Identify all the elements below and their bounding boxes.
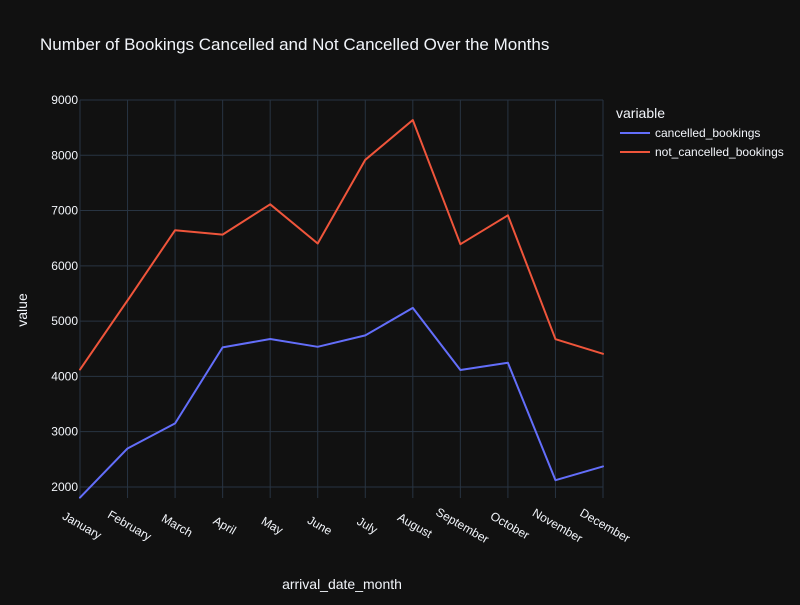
data-point bbox=[507, 214, 509, 216]
data-point bbox=[412, 119, 414, 121]
data-point bbox=[554, 479, 556, 481]
x-tick-label: January bbox=[60, 509, 104, 542]
y-tick-label: 8000 bbox=[51, 148, 78, 162]
data-point bbox=[317, 243, 319, 245]
x-tick-label: February bbox=[105, 507, 154, 543]
series-line-not-cancelled-bookings bbox=[79, 119, 604, 371]
data-point bbox=[269, 338, 271, 340]
data-point bbox=[222, 234, 224, 236]
x-tick-label: October bbox=[488, 509, 532, 542]
x-tick-label: March bbox=[159, 511, 195, 540]
y-tick-label: 5000 bbox=[51, 314, 78, 328]
y-tick-label: 7000 bbox=[51, 204, 78, 218]
x-tick-label: June bbox=[305, 513, 335, 538]
data-point bbox=[174, 229, 176, 231]
x-tick-label: September bbox=[433, 505, 491, 546]
y-axis-ticks: 2000 3000 4000 5000 6000 7000 8000 9000 bbox=[51, 93, 78, 494]
data-point bbox=[602, 353, 604, 355]
data-point bbox=[364, 159, 366, 161]
data-point bbox=[174, 422, 176, 424]
y-tick-label: 2000 bbox=[51, 480, 78, 494]
data-point bbox=[269, 203, 271, 205]
y-tick-label: 4000 bbox=[51, 369, 78, 383]
legend-item-label[interactable]: cancelled_bookings bbox=[655, 126, 760, 140]
data-point bbox=[507, 362, 509, 364]
y-tick-label: 9000 bbox=[51, 93, 78, 107]
x-tick-label: April bbox=[211, 513, 239, 537]
x-tick-label: May bbox=[259, 514, 286, 537]
data-point bbox=[459, 369, 461, 371]
legend-item-label[interactable]: not_cancelled_bookings bbox=[655, 145, 784, 159]
legend: variable cancelled_bookings not_cancelled… bbox=[616, 105, 784, 159]
data-point bbox=[317, 346, 319, 348]
data-point bbox=[127, 447, 129, 449]
y-tick-label: 6000 bbox=[51, 259, 78, 273]
x-tick-label: December bbox=[578, 506, 633, 546]
data-point bbox=[79, 497, 81, 499]
data-point bbox=[459, 243, 461, 245]
series-lines bbox=[79, 119, 604, 499]
series-line-cancelled-bookings bbox=[79, 306, 604, 499]
legend-title: variable bbox=[616, 105, 665, 121]
data-point bbox=[412, 307, 414, 309]
x-tick-label: November bbox=[530, 506, 585, 546]
x-axis-ticks: January February March April May June July Augu… bbox=[60, 505, 632, 546]
chart-title: Number of Bookings Cancelled and Not Can… bbox=[40, 35, 549, 54]
data-point bbox=[222, 346, 224, 348]
y-tick-label: 3000 bbox=[51, 425, 78, 439]
x-tick-label: August bbox=[395, 510, 435, 541]
y-axis-title: value bbox=[14, 293, 30, 327]
x-axis-title: arrival_date_month bbox=[282, 576, 402, 592]
data-point bbox=[602, 465, 604, 467]
gridlines bbox=[79, 99, 604, 498]
data-point bbox=[127, 300, 129, 302]
data-point bbox=[79, 369, 81, 371]
data-point bbox=[364, 334, 366, 336]
x-tick-label: July bbox=[355, 514, 380, 537]
data-point bbox=[554, 338, 556, 340]
